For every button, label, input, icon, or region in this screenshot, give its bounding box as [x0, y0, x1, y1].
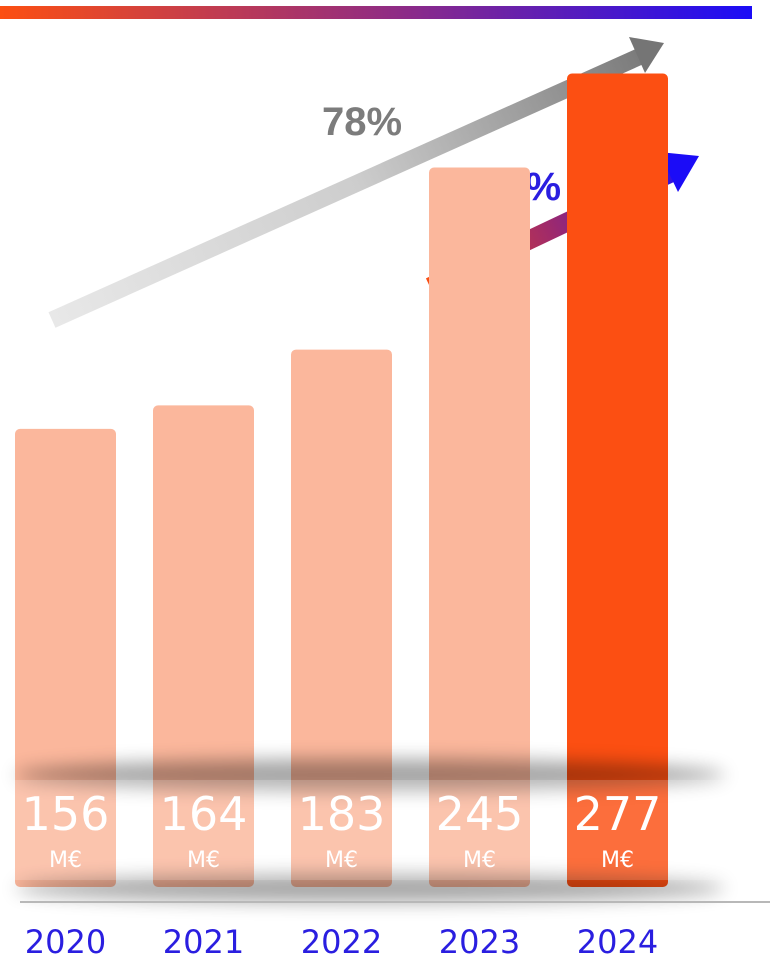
unit-label-2024: M€ [601, 848, 634, 873]
value-label-2020: 156 [22, 787, 110, 841]
bar-2024 [567, 73, 668, 887]
value-label-2021: 164 [160, 787, 248, 841]
label-band [0, 780, 770, 880]
floor-shadow-top [15, 759, 725, 791]
year-label-2022: 2022 [301, 923, 382, 961]
value-label-2024: 277 [574, 787, 662, 841]
value-label-2022: 183 [298, 787, 386, 841]
unit-label-2020: M€ [49, 848, 82, 873]
growth-arrow-78 [48, 37, 664, 328]
value-label-2023: 245 [436, 787, 524, 841]
bar-2023 [429, 167, 530, 887]
year-label-2020: 2020 [25, 923, 106, 961]
top-gradient-bar [0, 6, 752, 19]
floor-shadow-bottom [15, 874, 725, 902]
growth-label-78: 78% [322, 100, 402, 144]
unit-label-2021: M€ [187, 848, 220, 873]
year-label-2021: 2021 [163, 923, 244, 961]
unit-label-2022: M€ [325, 848, 358, 873]
unit-label-2023: M€ [463, 848, 496, 873]
year-label-2023: 2023 [439, 923, 520, 961]
labels-layer: 156 M€ 2020 164 M€ 2021 183 M€ 2022 245 M€ 2023 277 M… [22, 787, 662, 961]
bar-2022 [291, 349, 392, 888]
year-label-2024: 2024 [577, 923, 658, 961]
